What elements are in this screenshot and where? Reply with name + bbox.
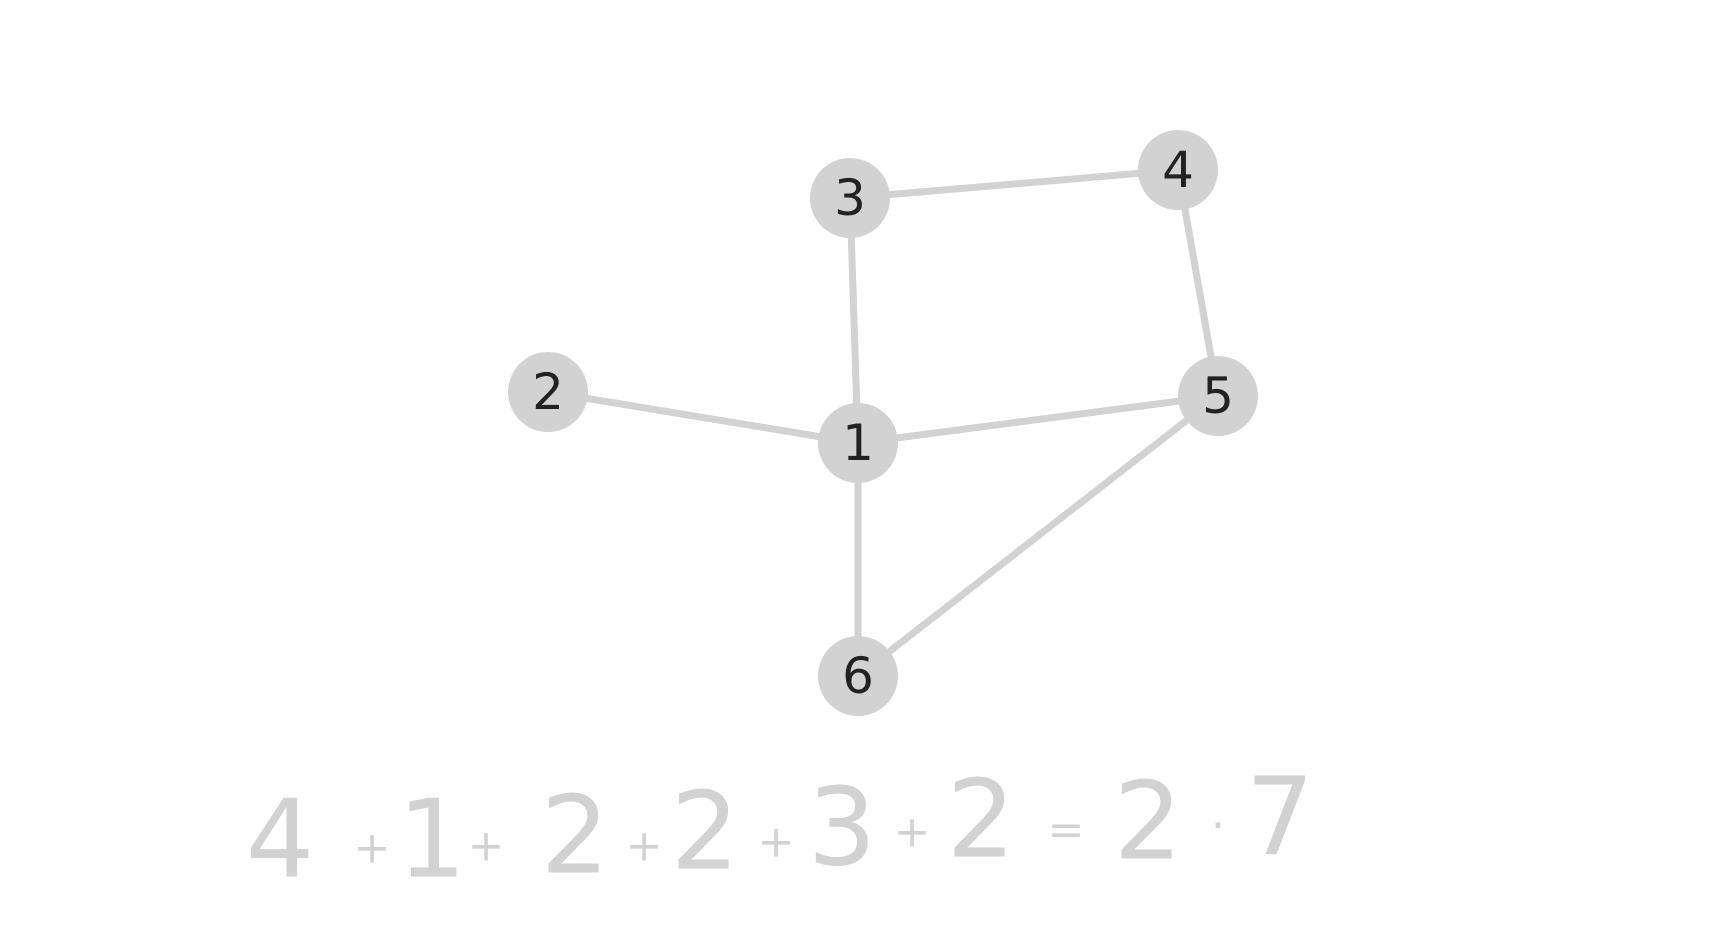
node-2: 2 <box>508 352 588 432</box>
node-5: 5 <box>1178 356 1258 436</box>
node-circle-6 <box>818 636 898 716</box>
equation-result-2: 7 <box>1246 756 1315 881</box>
node-label-2: 2 <box>532 363 564 421</box>
node-label-3: 3 <box>834 169 866 227</box>
node-circle-1 <box>818 403 898 483</box>
node-label-1: 1 <box>842 414 874 472</box>
edge-3-4 <box>846 166 1182 202</box>
node-circle-4 <box>1138 130 1218 210</box>
equation-plus-3: + <box>626 821 663 872</box>
edge-3-1 <box>846 194 862 447</box>
node-label-6: 6 <box>842 647 874 705</box>
node-circle-2 <box>508 352 588 432</box>
equation-plus-4: + <box>758 817 795 868</box>
equation-term-6: 2 <box>947 758 1016 883</box>
node-circle-3 <box>810 158 890 238</box>
equation-term-3: 2 <box>541 774 610 899</box>
edge-2-1 <box>544 388 862 447</box>
equation-term-5: 3 <box>808 766 877 891</box>
edge-1-5 <box>854 392 1222 447</box>
edge-5-6 <box>854 392 1222 680</box>
equation-term-1: 4 <box>246 778 315 903</box>
degree-sum-equation: 4 + 1 + 2 + 2 + 3 + 2 = 2 · 7 <box>246 756 1315 903</box>
node-circle-5 <box>1178 356 1258 436</box>
equation-plus-2: + <box>468 821 505 872</box>
equation-term-2: 1 <box>398 778 467 903</box>
node-label-5: 5 <box>1202 367 1234 425</box>
equation-equals: = <box>1048 805 1085 856</box>
node-label-4: 4 <box>1162 141 1194 199</box>
nodes: 1 2 3 4 5 6 <box>508 130 1258 716</box>
node-4: 4 <box>1138 130 1218 210</box>
equation-term-4: 2 <box>671 770 740 895</box>
equation-plus-1: + <box>354 823 391 874</box>
node-3: 3 <box>810 158 890 238</box>
node-6: 6 <box>818 636 898 716</box>
equation-times: · <box>1211 801 1225 852</box>
equation-result-1: 2 <box>1114 760 1183 885</box>
node-1: 1 <box>818 403 898 483</box>
equation-plus-5: + <box>894 807 931 858</box>
